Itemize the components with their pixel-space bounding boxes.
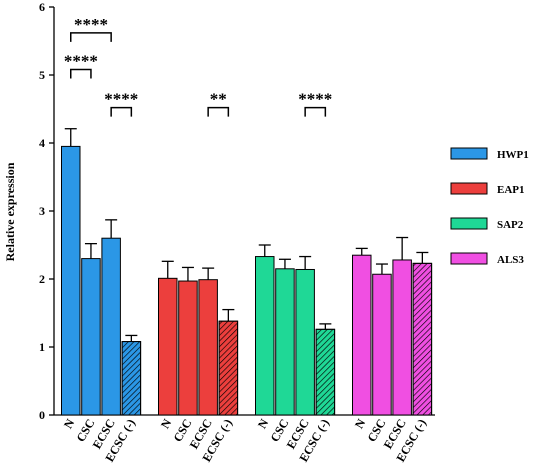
y-tick-label: 0 (39, 408, 45, 422)
x-tick-label: N (255, 416, 272, 431)
bar-hatch-hwp1 (121, 341, 142, 416)
x-tick-label: N (61, 416, 78, 431)
bar-sap2-1 (275, 268, 295, 416)
significance-label: ** (210, 90, 227, 109)
y-tick-label: 2 (39, 272, 45, 286)
legend-swatch-eap1 (450, 182, 488, 195)
bar-sap2-0 (255, 256, 275, 416)
y-tick-label: 3 (39, 204, 45, 218)
bar-hatch-eap1 (218, 320, 239, 416)
x-tick-label: N (352, 416, 369, 431)
legend-label: ALS3 (497, 254, 524, 266)
significance-label: **** (104, 90, 138, 109)
x-tick-label: N (158, 416, 175, 431)
significance-bracket (304, 106, 327, 117)
y-tick-label: 5 (39, 68, 45, 82)
bar-als3-0 (352, 254, 372, 416)
significance-label: **** (298, 90, 332, 109)
significance-bracket (207, 106, 230, 117)
legend-label: EAP1 (497, 184, 525, 196)
bar-sap2-2 (295, 268, 315, 416)
bar-hwp1-0 (61, 145, 81, 416)
significance-brackets: ************ ** **** (64, 15, 332, 117)
significance-label: **** (64, 52, 98, 71)
bar-hatch-als3 (412, 262, 433, 416)
significance-bracket (70, 68, 92, 79)
legend-swatch-hwp1 (450, 147, 488, 160)
significance-bracket (70, 32, 112, 42)
bar-eap1-1 (178, 280, 198, 416)
legend-swatch-sap2 (450, 217, 488, 230)
bar-eap1-0 (158, 277, 178, 416)
y-axis-label: Relative expression (3, 162, 17, 261)
y-tick-label: 6 (39, 0, 45, 14)
bar-hwp1-2 (101, 237, 121, 416)
bar-eap1-2 (198, 279, 218, 416)
y-tick-label: 1 (39, 340, 45, 354)
bar-als3-2 (392, 259, 412, 416)
bar-als3-1 (372, 273, 392, 416)
significance-label: **** (74, 15, 108, 34)
legend: HWP1 EAP1 SAP2 ALS3 (450, 147, 529, 266)
legend-swatch-als3 (450, 252, 488, 265)
legend-label: HWP1 (497, 149, 529, 161)
bar-hatch-sap2 (315, 328, 336, 416)
y-tick-label: 4 (39, 136, 45, 150)
legend-label: SAP2 (497, 219, 524, 231)
bar-hwp1-1 (81, 258, 101, 416)
significance-bracket (110, 106, 133, 117)
